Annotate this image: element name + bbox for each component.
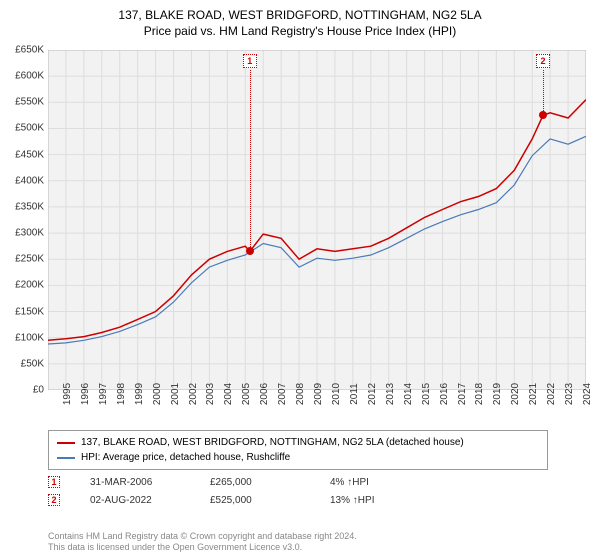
legend: 137, BLAKE ROAD, WEST BRIDGFORD, NOTTING… <box>48 430 548 470</box>
annotation-pct-1: 4% HPI <box>330 477 369 488</box>
footer-line-1: Contains HM Land Registry data © Crown c… <box>48 531 357 543</box>
y-axis-tick-label: £550K <box>15 97 48 108</box>
legend-swatch-price <box>57 442 75 444</box>
annotation-row-2: 2 02-AUG-2022 £525,000 13% HPI <box>48 494 374 506</box>
y-axis-tick-label: £350K <box>15 201 48 212</box>
y-axis-tick-label: £50K <box>21 358 48 369</box>
x-axis-tick-label: 2025 <box>586 383 600 405</box>
legend-label-price: 137, BLAKE ROAD, WEST BRIDGFORD, NOTTING… <box>81 435 464 450</box>
legend-row-1: 137, BLAKE ROAD, WEST BRIDGFORD, NOTTING… <box>57 435 539 450</box>
footer-text: Contains HM Land Registry data © Crown c… <box>48 531 357 554</box>
legend-swatch-hpi <box>57 457 75 459</box>
annotation-vline-1 <box>250 70 251 251</box>
y-axis-tick-label: £650K <box>15 45 48 56</box>
annotation-row-1: 1 31-MAR-2006 £265,000 4% HPI <box>48 476 374 488</box>
legend-label-hpi: HPI: Average price, detached house, Rush… <box>81 450 290 465</box>
annotation-dot-2 <box>539 111 547 119</box>
annotation-dot-1 <box>246 247 254 255</box>
annotation-table: 1 31-MAR-2006 £265,000 4% HPI 2 02-AUG-2… <box>48 476 374 512</box>
chart-subtitle: Price paid vs. HM Land Registry's House … <box>0 24 600 38</box>
y-axis-tick-label: £200K <box>15 280 48 291</box>
title-block: 137, BLAKE ROAD, WEST BRIDGFORD, NOTTING… <box>0 0 600 42</box>
annotation-price-1: £265,000 <box>210 477 300 488</box>
y-axis-tick-label: £450K <box>15 149 48 160</box>
y-axis-tick-label: £100K <box>15 332 48 343</box>
y-axis-tick-label: £500K <box>15 123 48 134</box>
y-axis-tick-label: £0 <box>33 385 48 396</box>
y-axis-tick-label: £150K <box>15 306 48 317</box>
annotation-vline-2 <box>543 70 544 115</box>
y-axis-tick-label: £400K <box>15 175 48 186</box>
y-axis-tick-label: £250K <box>15 254 48 265</box>
chart-container: 137, BLAKE ROAD, WEST BRIDGFORD, NOTTING… <box>0 0 600 560</box>
annotation-marker-chart-2: 2 <box>536 54 550 68</box>
annotation-price-2: £525,000 <box>210 495 300 506</box>
annotation-marker-chart-1: 1 <box>243 54 257 68</box>
plot-area: £0£50K£100K£150K£200K£250K£300K£350K£400… <box>48 50 586 390</box>
chart-title: 137, BLAKE ROAD, WEST BRIDGFORD, NOTTING… <box>0 8 600 22</box>
legend-row-2: HPI: Average price, detached house, Rush… <box>57 450 539 465</box>
annotation-date-2: 02-AUG-2022 <box>90 495 180 506</box>
chart-svg <box>48 50 586 390</box>
footer-line-2: This data is licensed under the Open Gov… <box>48 542 357 554</box>
annotation-marker-2: 2 <box>48 494 60 506</box>
annotation-date-1: 31-MAR-2006 <box>90 477 180 488</box>
annotation-marker-1: 1 <box>48 476 60 488</box>
y-axis-tick-label: £300K <box>15 228 48 239</box>
annotation-pct-2: 13% HPI <box>330 495 374 506</box>
y-axis-tick-label: £600K <box>15 71 48 82</box>
